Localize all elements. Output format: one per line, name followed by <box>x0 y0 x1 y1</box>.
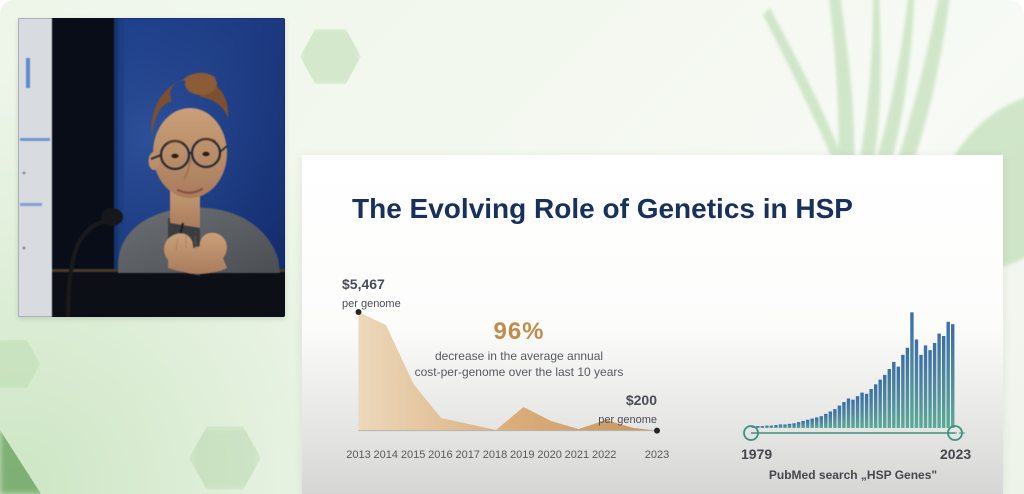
svg-text:2019: 2019 <box>510 449 534 461</box>
svg-text:2022: 2022 <box>592 449 616 461</box>
svg-text:2017: 2017 <box>455 449 479 461</box>
svg-text:2021: 2021 <box>565 449 589 461</box>
svg-text:2014: 2014 <box>374 449 398 461</box>
svg-text:2015: 2015 <box>401 449 425 461</box>
svg-text:2020: 2020 <box>537 449 561 461</box>
svg-text:2013: 2013 <box>346 449 370 461</box>
svg-text:2023: 2023 <box>645 449 669 461</box>
svg-text:2018: 2018 <box>483 449 507 461</box>
svg-text:2016: 2016 <box>428 449 452 461</box>
